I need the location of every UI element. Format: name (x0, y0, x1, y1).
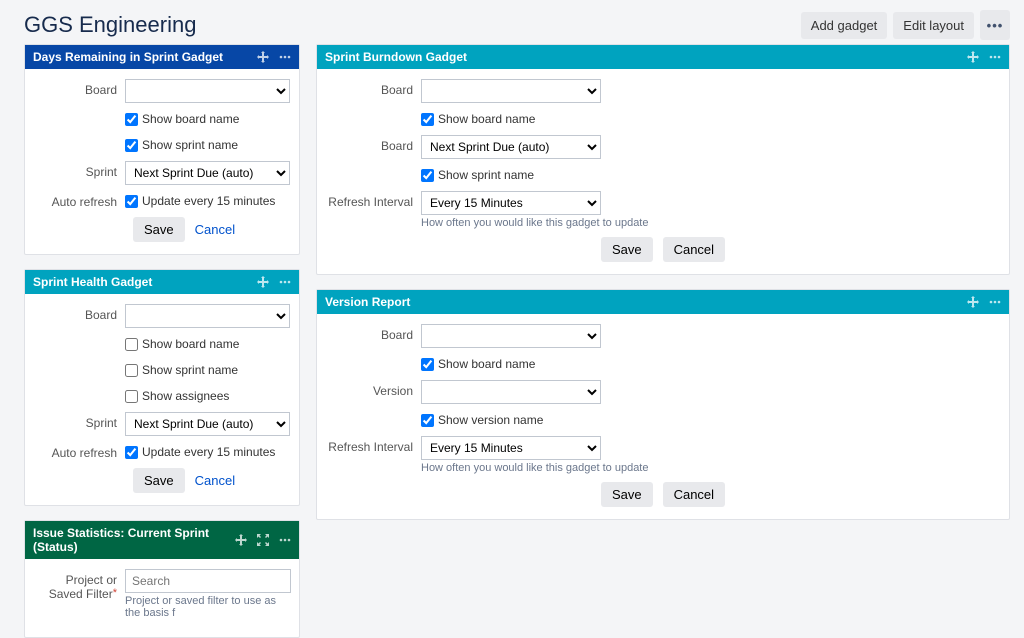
board2-label: Board (325, 135, 421, 153)
board-label: Board (33, 79, 125, 97)
gadget-title: Version Report (325, 295, 410, 309)
add-gadget-button[interactable]: Add gadget (801, 12, 888, 39)
board-select[interactable] (125, 79, 290, 103)
save-button[interactable]: Save (601, 237, 653, 262)
cancel-button[interactable]: Cancel (663, 482, 725, 507)
sprint-select[interactable]: Next Sprint Due (auto) (125, 412, 290, 436)
gadget-body: Board Show board name Board Next Sprint … (317, 69, 1009, 274)
gadget-title: Sprint Burndown Gadget (325, 50, 467, 64)
gadget-days-remaining: Days Remaining in Sprint Gadget Board Sh… (24, 44, 300, 255)
show-assignees-checkbox[interactable]: Show assignees (125, 386, 291, 406)
board-select[interactable] (421, 79, 601, 103)
board-label: Board (325, 79, 421, 97)
gadget-title: Days Remaining in Sprint Gadget (33, 50, 223, 64)
menu-icon[interactable] (279, 538, 291, 542)
dashboard-columns: Days Remaining in Sprint Gadget Board Sh… (0, 44, 1024, 638)
menu-icon[interactable] (989, 300, 1001, 304)
gadget-title: Sprint Health Gadget (33, 275, 152, 289)
column-left: Days Remaining in Sprint Gadget Board Sh… (24, 44, 300, 638)
board-label: Board (33, 304, 125, 322)
sprint-label: Sprint (33, 161, 125, 179)
board-label: Board (325, 324, 421, 342)
show-version-name-checkbox[interactable]: Show version name (421, 410, 1001, 430)
board-select[interactable] (125, 304, 290, 328)
gadget-sprint-health: Sprint Health Gadget Board Show board na… (24, 269, 300, 506)
gadget-version-report: Version Report Board Show board name Ver… (316, 289, 1010, 520)
filter-hint: Project or saved filter to use as the ba… (125, 595, 291, 619)
refresh-select[interactable]: Every 15 Minutes (421, 436, 601, 460)
auto-refresh-label: Auto refresh (33, 442, 125, 460)
edit-layout-button[interactable]: Edit layout (893, 12, 974, 39)
refresh-hint: How often you would like this gadget to … (421, 217, 1001, 229)
version-label: Version (325, 380, 421, 398)
show-board-name-checkbox[interactable]: Show board name (125, 334, 291, 354)
save-button[interactable]: Save (601, 482, 653, 507)
show-sprint-name-checkbox[interactable]: Show sprint name (421, 165, 1001, 185)
filter-label: Project or Saved Filter* (33, 569, 125, 603)
auto-refresh-label: Auto refresh (33, 191, 125, 209)
gadget-title: Issue Statistics: Current Sprint (Status… (33, 526, 235, 554)
move-icon[interactable] (967, 296, 979, 308)
save-button[interactable]: Save (133, 468, 185, 493)
gadget-body: Board Show board name Show sprint name S… (25, 294, 299, 505)
menu-icon[interactable] (279, 280, 291, 284)
gadget-header: Version Report (317, 290, 1009, 314)
filter-search-input[interactable] (125, 569, 291, 593)
sprint-select[interactable]: Next Sprint Due (auto) (125, 161, 290, 185)
move-icon[interactable] (235, 534, 247, 546)
refresh-select[interactable]: Every 15 Minutes (421, 191, 601, 215)
gadget-header: Days Remaining in Sprint Gadget (25, 45, 299, 69)
refresh-label: Refresh Interval (325, 191, 421, 209)
sprint-label: Sprint (33, 412, 125, 430)
gadget-body: Project or Saved Filter* Project or save… (25, 559, 299, 637)
show-board-name-checkbox[interactable]: Show board name (125, 109, 291, 129)
gadget-header: Sprint Burndown Gadget (317, 45, 1009, 69)
column-right: Sprint Burndown Gadget Board Show board … (316, 44, 1010, 638)
page-title: GGS Engineering (24, 12, 196, 38)
board2-select[interactable]: Next Sprint Due (auto) (421, 135, 601, 159)
auto-refresh-checkbox[interactable]: Update every 15 minutes (125, 442, 291, 462)
version-select[interactable] (421, 380, 601, 404)
menu-icon[interactable] (989, 55, 1001, 59)
menu-icon[interactable] (279, 55, 291, 59)
ellipsis-icon: ••• (987, 18, 1004, 33)
gadget-body: Board Show board name Version Show versi… (317, 314, 1009, 519)
move-icon[interactable] (257, 51, 269, 63)
board-select[interactable] (421, 324, 601, 348)
expand-icon[interactable] (257, 534, 269, 546)
gadget-header: Sprint Health Gadget (25, 270, 299, 294)
refresh-hint: How often you would like this gadget to … (421, 462, 1001, 474)
cancel-button[interactable]: Cancel (663, 237, 725, 262)
show-board-name-checkbox[interactable]: Show board name (421, 109, 1001, 129)
move-icon[interactable] (257, 276, 269, 288)
page-header: GGS Engineering Add gadget Edit layout •… (0, 0, 1024, 44)
show-board-name-checkbox[interactable]: Show board name (421, 354, 1001, 374)
save-button[interactable]: Save (133, 217, 185, 242)
header-actions: Add gadget Edit layout ••• (801, 10, 1010, 40)
cancel-link[interactable]: Cancel (195, 473, 235, 488)
gadget-issue-statistics: Issue Statistics: Current Sprint (Status… (24, 520, 300, 638)
cancel-link[interactable]: Cancel (195, 222, 235, 237)
refresh-label: Refresh Interval (325, 436, 421, 454)
more-menu-button[interactable]: ••• (980, 10, 1010, 40)
gadget-sprint-burndown: Sprint Burndown Gadget Board Show board … (316, 44, 1010, 275)
gadget-body: Board Show board name Show sprint name S… (25, 69, 299, 254)
show-sprint-name-checkbox[interactable]: Show sprint name (125, 360, 291, 380)
auto-refresh-checkbox[interactable]: Update every 15 minutes (125, 191, 291, 211)
move-icon[interactable] (967, 51, 979, 63)
show-sprint-name-checkbox[interactable]: Show sprint name (125, 135, 291, 155)
gadget-header: Issue Statistics: Current Sprint (Status… (25, 521, 299, 559)
